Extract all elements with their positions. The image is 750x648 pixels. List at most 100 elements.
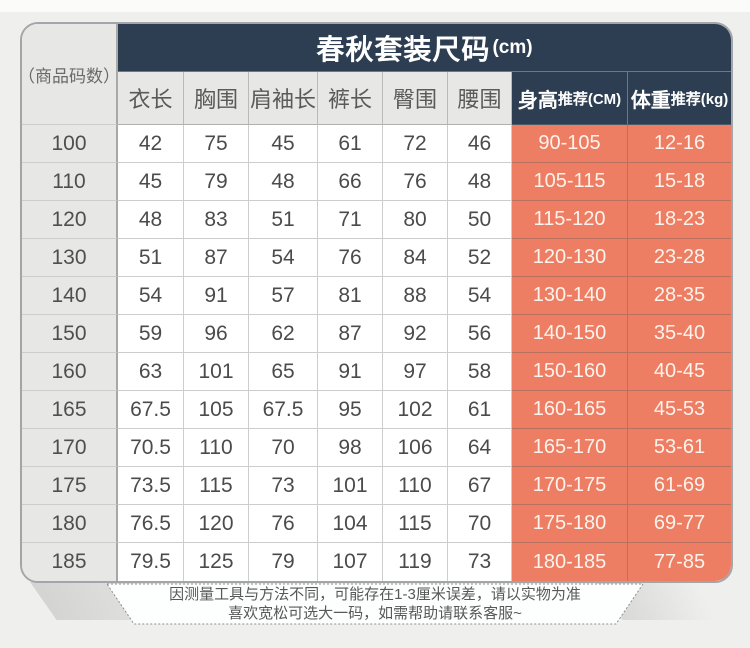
- size-label: 100: [22, 125, 118, 163]
- size-label: 185: [22, 543, 118, 581]
- height-recommendation-value: 150-160: [512, 353, 628, 391]
- measure-value: 45: [249, 125, 318, 163]
- height-header-main: 身高: [517, 89, 558, 112]
- column-header-waist: 腰围: [448, 72, 512, 125]
- measure-value: 72: [383, 125, 448, 163]
- measure-value: 46: [448, 125, 512, 163]
- size-label: 160: [22, 353, 118, 391]
- column-header-shoulder-sleeve: 肩袖长: [249, 72, 318, 125]
- measure-value: 61: [318, 125, 383, 163]
- measure-value: 80: [383, 201, 448, 239]
- weight-recommendation-value: 77-85: [628, 543, 731, 581]
- corner-label: （商品码数）: [22, 24, 120, 125]
- height-recommendation-value: 170-175: [512, 467, 628, 505]
- measure-value: 95: [318, 391, 383, 429]
- measure-value: 67: [448, 467, 512, 505]
- measure-value: 125: [184, 543, 249, 581]
- height-recommendation-value: 175-180: [512, 505, 628, 543]
- table-title: 春秋套装尺码 (cm): [118, 24, 731, 72]
- measure-value: 76.5: [118, 505, 184, 543]
- measure-value: 64: [448, 429, 512, 467]
- measure-value: 51: [118, 239, 184, 277]
- measure-value: 48: [448, 163, 512, 201]
- note-trapezoid-shape: [106, 583, 644, 625]
- measure-value: 66: [318, 163, 383, 201]
- column-header-weight-recommendation: 体重 推荐(kg): [628, 72, 731, 125]
- size-label: 110: [22, 163, 118, 201]
- measure-value: 91: [184, 277, 249, 315]
- measure-value: 96: [184, 315, 249, 353]
- measure-value: 62: [249, 315, 318, 353]
- measure-value: 54: [249, 239, 318, 277]
- measure-value: 79: [184, 163, 249, 201]
- measure-value: 81: [318, 277, 383, 315]
- height-recommendation-value: 130-140: [512, 277, 628, 315]
- weight-recommendation-value: 45-53: [628, 391, 731, 429]
- measure-value: 76: [383, 163, 448, 201]
- height-recommendation-value: 90-105: [512, 125, 628, 163]
- size-label: 180: [22, 505, 118, 543]
- height-header-sub: 推荐(CM): [557, 90, 622, 108]
- measure-value: 91: [318, 353, 383, 391]
- measure-value: 48: [249, 163, 318, 201]
- measure-value: 120: [184, 505, 249, 543]
- measure-value: 79.5: [118, 543, 184, 581]
- measure-value: 87: [318, 315, 383, 353]
- measure-value: 45: [118, 163, 184, 201]
- size-label: 165: [22, 391, 118, 429]
- note-line-1: 因测量工具与方法不同，可能存在1-3厘米误差，请以实物为准: [169, 586, 581, 603]
- weight-recommendation-value: 12-16: [628, 125, 731, 163]
- measure-value: 119: [383, 543, 448, 581]
- measure-value: 88: [383, 277, 448, 315]
- measure-value: 75: [184, 125, 249, 163]
- measure-value: 67.5: [118, 391, 184, 429]
- weight-recommendation-value: 23-28: [628, 239, 731, 277]
- weight-recommendation-value: 28-35: [628, 277, 731, 315]
- measurement-note: 因测量工具与方法不同，可能存在1-3厘米误差，请以实物为准 喜欢宽松可选大一码，…: [105, 583, 645, 625]
- measure-value: 58: [448, 353, 512, 391]
- size-label: 175: [22, 467, 118, 505]
- weight-recommendation-value: 61-69: [628, 467, 731, 505]
- note-line-2: 喜欢宽松可选大一码，如需帮助请联系客服~: [228, 605, 522, 622]
- measure-value: 115: [184, 467, 249, 505]
- measure-value: 65: [249, 353, 318, 391]
- measure-value: 106: [383, 429, 448, 467]
- measure-value: 63: [118, 353, 184, 391]
- measure-value: 57: [249, 277, 318, 315]
- measure-value: 83: [184, 201, 249, 239]
- height-recommendation-value: 165-170: [512, 429, 628, 467]
- measure-value: 101: [318, 467, 383, 505]
- weight-header-main: 体重: [630, 89, 671, 112]
- weight-recommendation-value: 15-18: [628, 163, 731, 201]
- measure-value: 67.5: [249, 391, 318, 429]
- column-header-chest: 胸围: [184, 72, 249, 125]
- height-recommendation-value: 180-185: [512, 543, 628, 581]
- top-strip: [0, 0, 750, 12]
- measure-value: 51: [249, 201, 318, 239]
- column-header-garment-length: 衣长: [118, 72, 184, 125]
- measure-value: 97: [383, 353, 448, 391]
- measure-value: 52: [448, 239, 512, 277]
- size-label: 130: [22, 239, 118, 277]
- measure-value: 107: [318, 543, 383, 581]
- weight-recommendation-value: 18-23: [628, 201, 731, 239]
- measure-value: 105: [184, 391, 249, 429]
- measure-value: 104: [318, 505, 383, 543]
- column-header-height-recommendation: 身高 推荐(CM): [512, 72, 628, 125]
- measure-value: 54: [448, 277, 512, 315]
- measure-value: 110: [383, 467, 448, 505]
- measure-value: 42: [118, 125, 184, 163]
- height-recommendation-value: 160-165: [512, 391, 628, 429]
- measure-value: 70.5: [118, 429, 184, 467]
- weight-recommendation-value: 35-40: [628, 315, 731, 353]
- measure-value: 115: [383, 505, 448, 543]
- measure-value: 102: [383, 391, 448, 429]
- weight-recommendation-value: 53-61: [628, 429, 731, 467]
- measure-value: 48: [118, 201, 184, 239]
- measure-value: 98: [318, 429, 383, 467]
- measure-value: 73: [448, 543, 512, 581]
- measure-value: 56: [448, 315, 512, 353]
- measure-value: 73.5: [118, 467, 184, 505]
- measure-value: 79: [249, 543, 318, 581]
